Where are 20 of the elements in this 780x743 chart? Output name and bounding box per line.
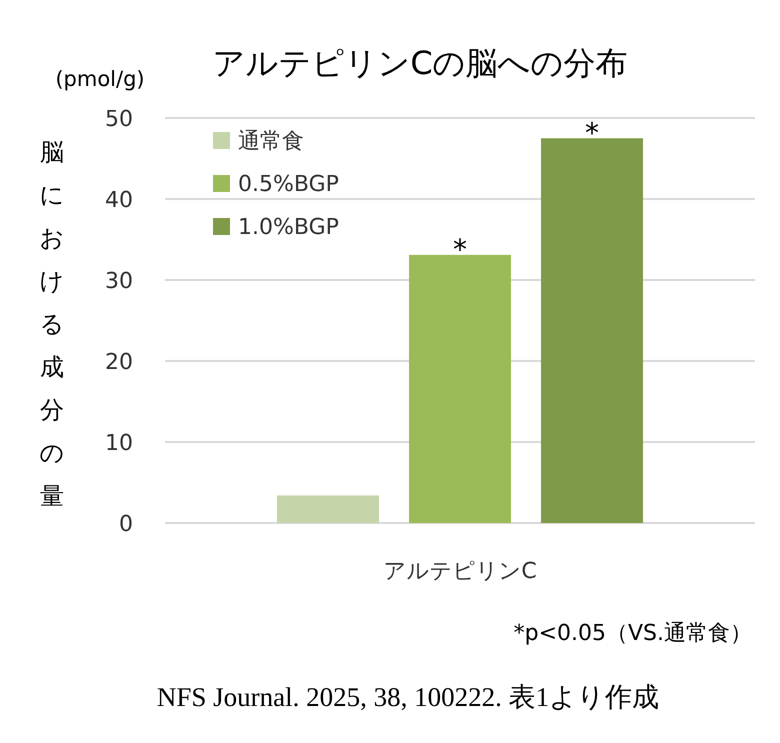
bar bbox=[409, 254, 511, 523]
y-tick-label: 0 bbox=[119, 512, 133, 537]
y-tick-label: 50 bbox=[105, 107, 133, 132]
legend-label: 0.5%BGP bbox=[238, 172, 339, 197]
bar bbox=[541, 138, 643, 523]
text: (pmol/g) bbox=[55, 67, 145, 91]
y-tick-label: 30 bbox=[105, 269, 133, 294]
annotation: * bbox=[585, 116, 599, 150]
x-tick-label: アルテピリンC bbox=[383, 559, 537, 584]
chart-title: アルテピリンCの脳への分布 bbox=[212, 44, 628, 82]
y-tick-label: 10 bbox=[105, 431, 133, 456]
y-tick-label: 20 bbox=[105, 350, 133, 375]
legend-label: 通常食 bbox=[238, 129, 304, 154]
text: NFS Journal. 2025, 38, 100222. 表1より作成 bbox=[156, 682, 660, 712]
annotation: * bbox=[453, 232, 467, 266]
bar bbox=[277, 495, 379, 523]
y-tick-label: 40 bbox=[105, 188, 133, 213]
legend-label: 1.0%BGP bbox=[238, 215, 339, 240]
text: *p<0.05（VS.通常食） bbox=[514, 621, 752, 646]
text: 脳における成分の量 bbox=[40, 138, 64, 510]
